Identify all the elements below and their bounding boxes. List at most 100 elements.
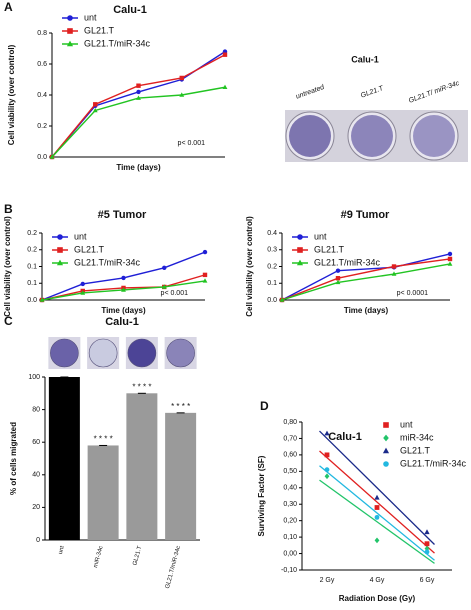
legend-marker [57, 234, 63, 240]
chart-title: Calu-1 [105, 316, 139, 328]
legend-marker [66, 40, 74, 47]
marker [136, 89, 141, 95]
legend-marker [296, 259, 304, 266]
marker [324, 430, 330, 436]
marker [80, 281, 85, 287]
marker [92, 107, 98, 113]
legend-label: miR-34c [400, 432, 434, 442]
y-tick-label: 0.2 [27, 247, 37, 254]
chart-title: #5 Tumor [98, 209, 147, 221]
y-tick-label: 0.1 [27, 280, 37, 287]
y-tick-label: 0,40 [283, 485, 297, 492]
marker [80, 290, 86, 295]
marker [202, 249, 208, 255]
y-tick-label: 0,00 [283, 550, 297, 557]
bar [126, 393, 158, 540]
marker [121, 275, 126, 281]
y-tick-label: 0.0 [27, 297, 37, 304]
trendline [319, 479, 435, 564]
legend-label: unt [74, 231, 87, 241]
y-tick-label: 0.0 [37, 154, 47, 161]
marker [324, 452, 330, 458]
colonies [413, 115, 455, 157]
marker [447, 261, 453, 266]
y-tick-label: 0,20 [283, 518, 297, 525]
significance: * * * * [132, 382, 151, 391]
y-tick-label: 0,50 [283, 468, 297, 475]
panel-letter: B [4, 202, 13, 216]
y-tick-label: 0.1 [27, 263, 37, 270]
marker [222, 52, 228, 57]
legend-marker [383, 461, 389, 467]
x-tick-label: miR-34c [93, 545, 105, 568]
series-line [281, 263, 451, 301]
marker [202, 278, 208, 283]
marker [222, 84, 228, 90]
y-tick-label: 0 [36, 537, 40, 544]
y-tick-label: 0.0 [267, 297, 277, 304]
x-axis-label: Radiation Dose (Gy) [339, 594, 416, 603]
marker [447, 251, 453, 257]
marker [424, 549, 430, 555]
marker [335, 268, 341, 273]
y-tick-label: 0,30 [283, 501, 297, 508]
y-tick-label: 0,80 [283, 419, 297, 426]
significance: * * * * [171, 402, 190, 411]
well [50, 338, 79, 368]
well [127, 338, 157, 368]
marker [121, 287, 126, 292]
legend-marker [67, 28, 73, 34]
y-tick-label: 0.4 [267, 230, 277, 237]
marker [335, 276, 341, 281]
marker [447, 256, 453, 262]
y-tick-label: 60 [32, 439, 40, 446]
x-tick-label: unt [58, 545, 66, 555]
marker [374, 505, 380, 510]
y-axis-label: Cell viability (over control) [245, 216, 254, 317]
y-tick-label: 0.4 [37, 92, 47, 99]
marker [39, 297, 45, 302]
series-line [281, 258, 451, 301]
y-tick-label: 40 [32, 472, 40, 479]
legend-label: GL21.T [314, 244, 345, 254]
marker [424, 529, 430, 535]
y-tick-label: 0.3 [267, 247, 277, 254]
marker [202, 272, 208, 278]
image-title: Calu-1 [351, 54, 379, 64]
y-tick-label: 20 [32, 504, 40, 511]
legend-marker [56, 259, 64, 266]
y-tick-label: 80 [32, 406, 40, 413]
marker [179, 75, 184, 81]
trendline [319, 465, 435, 561]
marker [93, 102, 98, 107]
marker [136, 95, 141, 100]
legend-label: unt [84, 12, 97, 22]
y-tick-label: 0,70 [283, 435, 297, 442]
y-axis-label: Cell viability (over control) [7, 44, 16, 145]
annotation: p< 0.001 [161, 290, 189, 297]
x-axis-label: Time (days) [101, 306, 146, 315]
y-tick-label: 0,10 [283, 534, 297, 541]
x-axis-label: Time (days) [344, 306, 389, 315]
y-tick-label: 0.2 [37, 123, 47, 130]
y-tick-label: 0.8 [37, 30, 47, 37]
y-tick-label: 0.2 [267, 263, 277, 270]
trendline [319, 450, 435, 554]
panel-letter: A [4, 0, 13, 14]
legend-marker [57, 247, 63, 253]
x-tick-label: GL21.T/miR-34c [165, 545, 182, 589]
chart-title: #9 Tumor [341, 209, 390, 221]
x-axis-label: Time (days) [116, 163, 161, 172]
legend-label: GL21.T [400, 445, 431, 455]
marker [324, 473, 330, 480]
x-tick-label: 4 Gy [370, 577, 385, 584]
chart-title: Calu-1 [113, 4, 147, 16]
y-axis-label: Surviving Factor (SF) [257, 455, 266, 536]
legend-label: unt [314, 231, 327, 241]
legend-label: GL21.T [84, 25, 115, 35]
legend-marker [382, 447, 390, 454]
marker [424, 545, 430, 552]
marker [161, 284, 167, 289]
well [88, 338, 118, 368]
